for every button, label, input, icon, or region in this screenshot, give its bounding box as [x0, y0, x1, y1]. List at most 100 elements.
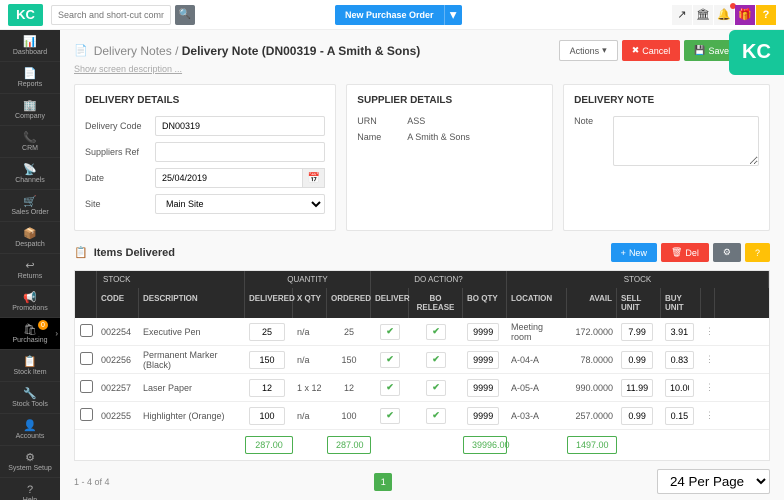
sell-input[interactable] [621, 351, 653, 369]
bank-icon[interactable]: 🏛 [693, 5, 713, 25]
sidebar-item-purchasing[interactable]: 0🛍Purchasing› [0, 318, 60, 350]
panel-title: DELIVERY NOTE [574, 95, 759, 106]
delivered-input[interactable] [249, 407, 285, 425]
bo-release-check[interactable]: ✔ [426, 324, 446, 340]
sell-input[interactable] [621, 407, 653, 425]
location-cell: A-03-A [507, 409, 567, 423]
sidebar-item-channels[interactable]: 📡Channels [0, 158, 60, 190]
deliver-check[interactable]: ✔ [380, 352, 400, 368]
code-cell: 002254 [97, 325, 139, 339]
location-cell: A-04-A [507, 353, 567, 367]
row-checkbox[interactable] [80, 324, 93, 337]
sidebar-item-reports[interactable]: 📄Reports [0, 62, 60, 94]
deliver-check[interactable]: ✔ [380, 380, 400, 396]
sidebar: 📊Dashboard 📄Reports 🏢Company 📞CRM 📡Chann… [0, 30, 60, 500]
sidebar-item-accounts[interactable]: 👤Accounts [0, 414, 60, 446]
sidebar-item-despatch[interactable]: 📦Despatch [0, 222, 60, 254]
sidebar-item-returns[interactable]: ↩Returns [0, 254, 60, 286]
search-wrap: 🔍 [51, 5, 195, 25]
new-po-caret[interactable]: ▾ [444, 5, 462, 25]
suppliers-ref-input[interactable] [155, 142, 325, 162]
more-icon[interactable]: ⋮ [701, 408, 715, 423]
row-checkbox[interactable] [80, 408, 93, 421]
top-icons: ↗ 🏛 🔔 🎁 ? [672, 5, 776, 25]
delivered-input[interactable] [249, 351, 285, 369]
search-button[interactable]: 🔍 [175, 5, 195, 25]
boq-input[interactable] [467, 407, 499, 425]
row-checkbox[interactable] [80, 380, 93, 393]
row-checkbox[interactable] [80, 352, 93, 365]
delivery-code-input[interactable] [155, 116, 325, 136]
breadcrumb-row: 📄 Delivery Notes / Delivery Note (DN0031… [74, 40, 770, 61]
urn-value: ASS [407, 116, 425, 126]
per-page-select[interactable]: 24 Per Page [657, 469, 770, 494]
delivered-input[interactable] [249, 379, 285, 397]
main-content: 📄 Delivery Notes / Delivery Note (DN0031… [60, 30, 784, 500]
doc-icon: 📄 [74, 44, 88, 57]
page-number[interactable]: 1 [374, 473, 392, 491]
boq-input[interactable] [467, 379, 499, 397]
xqty-cell: 1 x 12 [293, 381, 327, 395]
sidebar-item-help[interactable]: ?Help [0, 478, 60, 500]
layout: 📊Dashboard 📄Reports 🏢Company 📞CRM 📡Chann… [0, 30, 784, 500]
buy-input[interactable] [665, 351, 694, 369]
sell-input[interactable] [621, 379, 653, 397]
panels: DELIVERY DETAILS Delivery Code Suppliers… [74, 84, 770, 231]
more-icon[interactable]: ⋮ [701, 352, 715, 367]
actions-dropdown[interactable]: Actions ▾ [559, 40, 618, 61]
sidebar-item-promotions[interactable]: 📢Promotions [0, 286, 60, 318]
delivered-input[interactable] [249, 323, 285, 341]
new-item-button[interactable]: + New [611, 243, 657, 262]
items-table: STOCK QUANTITY DO ACTION? STOCK CODE DES… [74, 270, 770, 461]
gift-icon[interactable]: 🎁 [735, 5, 755, 25]
total-avail: 1497.00 [567, 436, 617, 454]
deliver-check[interactable]: ✔ [380, 408, 400, 424]
breadcrumb-parent[interactable]: Delivery Notes [94, 44, 172, 58]
delete-item-button[interactable]: 🗑 Del [661, 243, 709, 262]
search-input[interactable] [51, 5, 171, 25]
xqty-cell: n/a [293, 409, 327, 423]
range-text: 1 - 4 of 4 [74, 477, 110, 487]
new-po-button[interactable]: New Purchase Order [335, 5, 444, 25]
new-purchase-order: New Purchase Order ▾ [335, 5, 462, 25]
tool-icon[interactable]: ↗ [672, 5, 692, 25]
sidebar-item-system-setup[interactable]: ⚙System Setup [0, 446, 60, 478]
note-textarea[interactable] [613, 116, 759, 166]
items-header: Items Delivered + New 🗑 Del ⚙ ? [74, 243, 770, 262]
sidebar-item-crm[interactable]: 📞CRM [0, 126, 60, 158]
help-icon[interactable]: ? [756, 5, 776, 25]
settings-button[interactable]: ⚙ [713, 243, 741, 262]
logo[interactable]: KC [8, 4, 43, 26]
more-icon[interactable]: ⋮ [701, 324, 715, 339]
table-header: CODE DESCRIPTION DELIVERED X QTY ORDERED… [75, 288, 769, 318]
date-input[interactable] [155, 168, 303, 188]
desc-cell: Highlighter (Orange) [139, 409, 245, 423]
buy-input[interactable] [665, 323, 694, 341]
buy-input[interactable] [665, 407, 694, 425]
deliver-check[interactable]: ✔ [380, 324, 400, 340]
bo-release-check[interactable]: ✔ [426, 408, 446, 424]
total-boq: 39996.00 [463, 436, 507, 454]
sidebar-item-company[interactable]: 🏢Company [0, 94, 60, 126]
label: URN [357, 116, 407, 126]
breadcrumb: Delivery Notes / Delivery Note (DN00319 … [94, 44, 421, 58]
sell-input[interactable] [621, 323, 653, 341]
label: Date [85, 173, 155, 183]
more-icon[interactable]: ⋮ [701, 380, 715, 395]
sidebar-item-dashboard[interactable]: 📊Dashboard [0, 30, 60, 62]
site-select[interactable]: Main Site [155, 194, 325, 214]
calendar-icon[interactable]: 📅 [303, 168, 325, 188]
sidebar-item-stock-tools[interactable]: 🔧Stock Tools [0, 382, 60, 414]
help-button[interactable]: ? [745, 243, 770, 262]
boq-input[interactable] [467, 323, 499, 341]
buy-input[interactable] [665, 379, 694, 397]
bo-release-check[interactable]: ✔ [426, 380, 446, 396]
show-description-link[interactable]: Show screen description ... [74, 64, 182, 74]
sidebar-item-sales-order[interactable]: 🛒Sales Order [0, 190, 60, 222]
bo-release-check[interactable]: ✔ [426, 352, 446, 368]
cancel-button[interactable]: ✖ Cancel [622, 40, 681, 61]
notification-icon[interactable]: 🔔 [714, 5, 734, 25]
boq-input[interactable] [467, 351, 499, 369]
sidebar-item-stock-item[interactable]: 📋Stock Item [0, 350, 60, 382]
label: Note [574, 116, 613, 166]
